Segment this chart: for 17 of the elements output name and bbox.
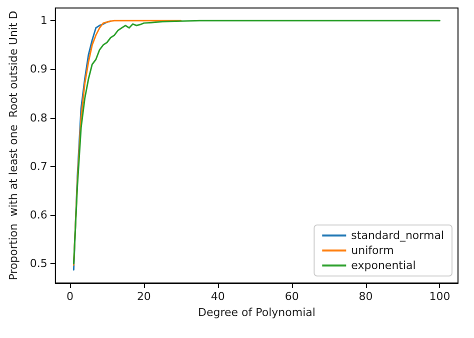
legend-label: uniform (351, 244, 394, 257)
y-tick-label: 0.5 (30, 257, 48, 270)
x-tick-label: 60 (284, 290, 299, 303)
x-tick-label: 40 (210, 290, 225, 303)
y-tick-label: 0.7 (30, 160, 48, 173)
y-tick-label: 0.8 (30, 111, 48, 124)
y-tick-label: 0.9 (30, 62, 48, 76)
y-axis-title: Proportion with at least one Root outside Unit D (7, 10, 20, 280)
x-tick-label: 80 (358, 290, 373, 303)
legend-label: exponential (351, 259, 416, 272)
y-tick-label: 0.6 (30, 208, 48, 222)
y-tick-label: 1 (40, 14, 48, 28)
x-axis-title: Degree of Polynomial (198, 306, 316, 319)
x-tick-label: 100 (429, 290, 450, 303)
x-tick-label: 20 (136, 290, 151, 303)
legend-label: standard_normal (351, 229, 444, 242)
x-tick-label: 0 (66, 290, 74, 303)
